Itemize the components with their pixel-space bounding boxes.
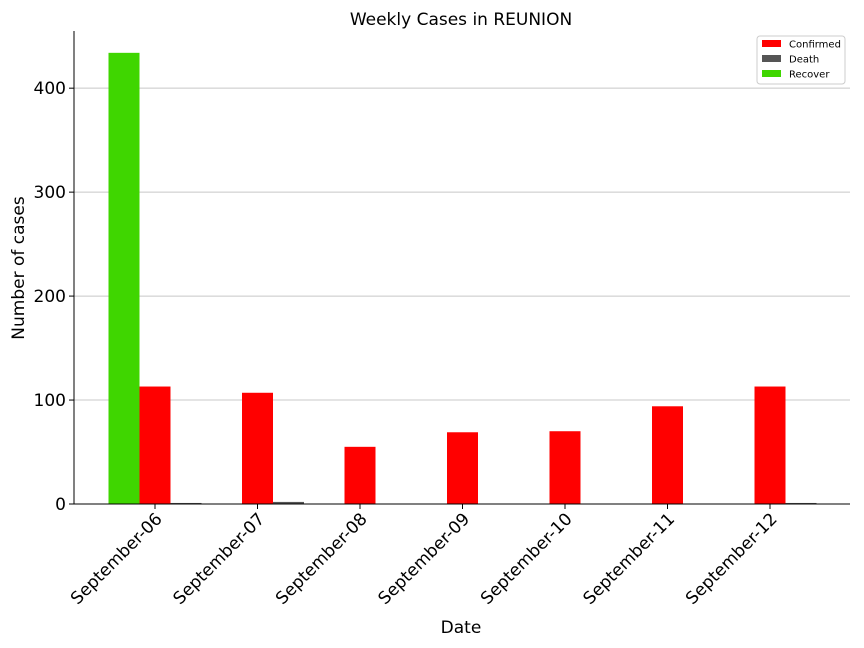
x-tick-label: September-11: [580, 509, 679, 608]
legend-swatch-death: [762, 55, 781, 62]
bar-confirmed-september-09: [447, 432, 478, 504]
y-tick-label: 100: [34, 391, 66, 411]
legend: Confirmed Death Recover: [756, 35, 846, 85]
x-axis-label: Date: [441, 618, 482, 638]
bar-confirmed-september-06: [139, 386, 171, 504]
x-tick-label: September-08: [272, 509, 371, 608]
legend-label-recover: Recover: [789, 70, 830, 81]
bar-confirmed-september-07: [242, 392, 273, 504]
bar-death-september-06: [170, 502, 202, 504]
grid-lines: [74, 87, 850, 401]
y-tick-label: 0: [55, 495, 66, 515]
y-tick-label: 300: [34, 183, 66, 203]
bars: [108, 52, 817, 504]
x-tick-label: September-06: [67, 509, 166, 608]
x-tick-labels: September-06 September-07 September-08 Sept…: [67, 504, 782, 609]
bar-confirmed-september-08: [344, 446, 376, 504]
bar-recover-september-06: [108, 52, 140, 504]
y-tick-label: 400: [34, 79, 66, 99]
legend-swatch-recover: [762, 70, 781, 77]
legend-label-confirmed: Confirmed: [789, 40, 841, 51]
chart-title: Weekly Cases in REUNION: [350, 10, 572, 30]
y-tick-labels: 0 100 200 300 400: [34, 79, 74, 515]
bar-confirmed-september-12: [754, 386, 786, 504]
bar-death-september-12: [785, 502, 817, 504]
x-tick-label: September-12: [682, 509, 781, 608]
legend-swatch-confirmed: [762, 40, 781, 47]
bar-confirmed-september-11: [652, 406, 683, 504]
y-tick-label: 200: [34, 287, 66, 307]
legend-label-death: Death: [789, 55, 819, 66]
x-tick-label: September-09: [375, 509, 474, 608]
x-tick-label: September-10: [477, 509, 576, 608]
bar-death-september-07: [273, 501, 304, 504]
y-axis-label: Number of cases: [9, 196, 29, 340]
x-tick-label: September-07: [170, 509, 269, 608]
bar-confirmed-september-10: [549, 431, 581, 504]
